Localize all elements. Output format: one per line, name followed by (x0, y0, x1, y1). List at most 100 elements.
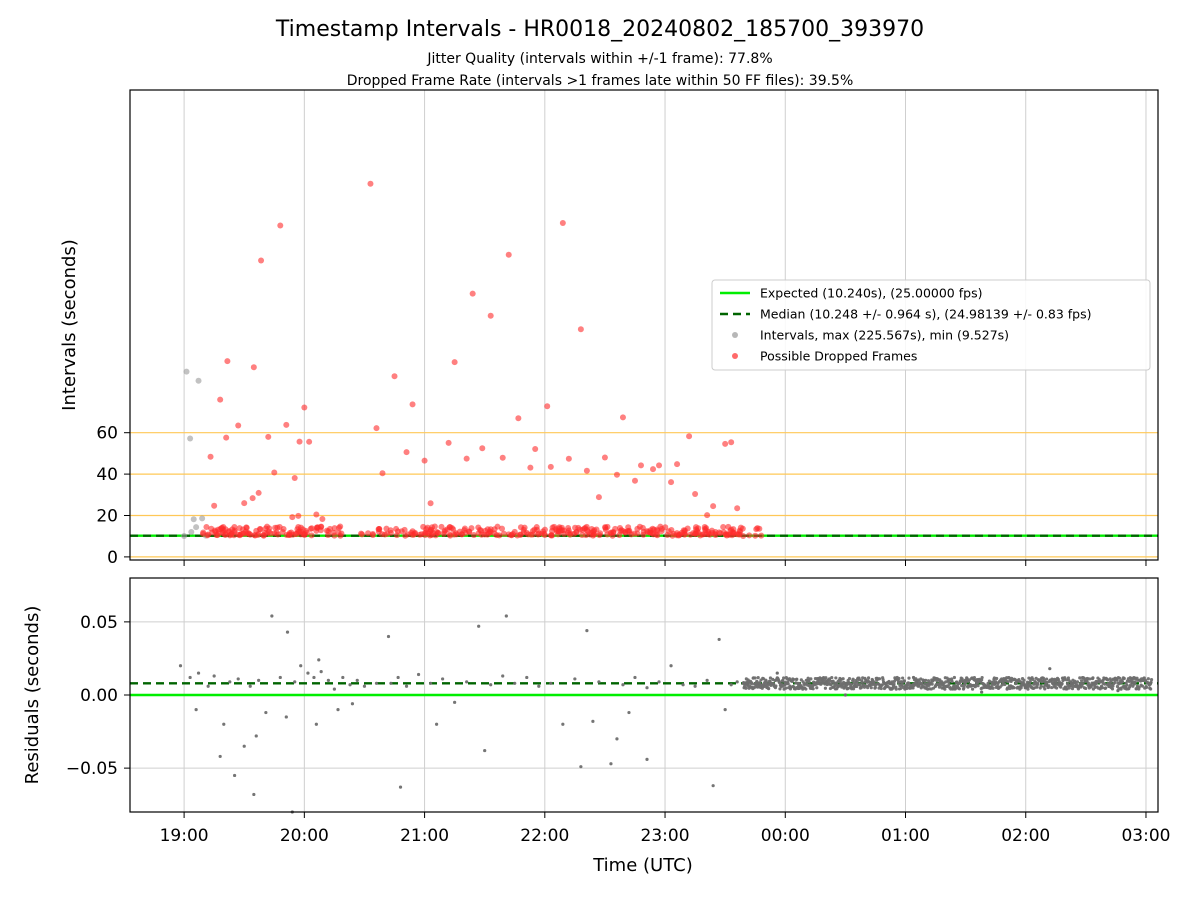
dropped-frame-point (697, 532, 704, 539)
dropped-frame-point (308, 525, 315, 532)
interval-point (181, 532, 188, 539)
residual-point (362, 684, 367, 688)
residual-point (872, 680, 876, 684)
residual-point (705, 678, 709, 682)
dropped-frame-point (358, 530, 365, 537)
residual-point (416, 672, 421, 677)
residual-point (341, 675, 345, 680)
residual-point (561, 722, 565, 726)
dropped-frame-point (301, 404, 308, 411)
dropped-frame-point (438, 523, 445, 530)
residual-point (591, 719, 595, 723)
dropped-frame-point (446, 523, 453, 530)
dropped-frame-point (379, 470, 386, 477)
y-tick-label: 0.00 (80, 686, 118, 706)
residual-point (891, 686, 895, 690)
interval-point (199, 515, 206, 522)
residual-point (1007, 676, 1011, 680)
residual-point (823, 686, 828, 690)
residual-point (1050, 685, 1054, 690)
dropped-frame-point (624, 527, 631, 534)
dropped-frame-point (249, 495, 256, 502)
dropped-frame-point (558, 524, 565, 531)
dropped-frame-point (639, 524, 646, 531)
residual-point (860, 680, 864, 684)
residual-point (1025, 680, 1030, 684)
dropped-frame-point (475, 524, 482, 531)
chart-subtitle-1: Jitter Quality (intervals within +/-1 fr… (426, 51, 772, 67)
dropped-frame-point (704, 512, 711, 519)
residual-point (774, 684, 778, 688)
dropped-frame-point (491, 526, 498, 533)
residual-point (1060, 682, 1064, 686)
dropped-frame-point (283, 532, 290, 539)
dropped-frame-point (547, 532, 554, 539)
residual-point (843, 693, 847, 697)
dropped-frame-point (422, 531, 429, 538)
residual-point (957, 687, 962, 691)
residual-point (1028, 679, 1032, 684)
residual-point (1103, 682, 1107, 686)
residual-point (824, 676, 828, 680)
residual-point (899, 686, 903, 691)
residual-point (504, 614, 508, 618)
residual-point (866, 686, 870, 690)
dropped-frame-point (644, 528, 651, 535)
residual-point (693, 684, 697, 688)
dropped-frame-point (583, 467, 590, 474)
dropped-frame-point (710, 503, 717, 510)
residual-point (254, 734, 258, 738)
dropped-frame-point (559, 220, 566, 227)
residual-point (808, 683, 812, 687)
dropped-frame-point (544, 403, 551, 410)
legend-marker-swatch (732, 353, 738, 359)
dropped-frame-point (533, 524, 540, 531)
residual-point (453, 700, 457, 704)
x-tick-label: 21:00 (400, 826, 449, 846)
residual-point (1115, 678, 1119, 682)
residual-point (1075, 680, 1080, 684)
residual-point (950, 679, 954, 684)
residual-point (306, 671, 310, 675)
residual-point (513, 681, 517, 685)
residual-point (206, 684, 210, 688)
residual-point (980, 678, 984, 682)
dropped-frame-point (619, 414, 626, 421)
residual-point (1003, 682, 1007, 687)
dropped-frame-point (612, 525, 619, 532)
residual-point (851, 677, 855, 681)
dropped-frame-point (609, 532, 616, 539)
residual-point (336, 708, 340, 712)
dropped-frame-point (637, 462, 644, 469)
residual-point (937, 685, 942, 689)
residual-point (892, 682, 896, 686)
residual-point (465, 680, 469, 684)
dropped-frame-point (703, 531, 710, 538)
dropped-frame-point (692, 490, 699, 497)
residual-point (1045, 677, 1049, 681)
dropped-frame-point (409, 531, 416, 538)
residual-point (995, 676, 999, 681)
residual-point (841, 677, 845, 681)
dropped-frame-point (484, 531, 491, 538)
residual-point (1104, 686, 1108, 690)
dropped-frame-point (401, 526, 408, 533)
dropped-frame-point (669, 532, 676, 539)
residual-point (1036, 682, 1040, 686)
residual-point (1047, 684, 1051, 688)
residual-point (188, 675, 192, 680)
residual-point (1084, 686, 1088, 691)
legend: Expected (10.240s), (25.00000 fps) Median… (711, 279, 1151, 371)
residual-point (178, 664, 183, 668)
residual-point (326, 678, 330, 682)
dropped-frame-point (656, 462, 663, 469)
dropped-frame-point (445, 439, 452, 446)
residual-point (1078, 676, 1082, 680)
residual-point (711, 784, 715, 788)
residual-point (1055, 686, 1059, 690)
dropped-frame-point (451, 531, 458, 538)
dropped-frame-point (409, 401, 416, 408)
dropped-frame-point (613, 471, 620, 478)
y-tick-label: −0.05 (66, 759, 118, 779)
residual-point (573, 677, 577, 681)
